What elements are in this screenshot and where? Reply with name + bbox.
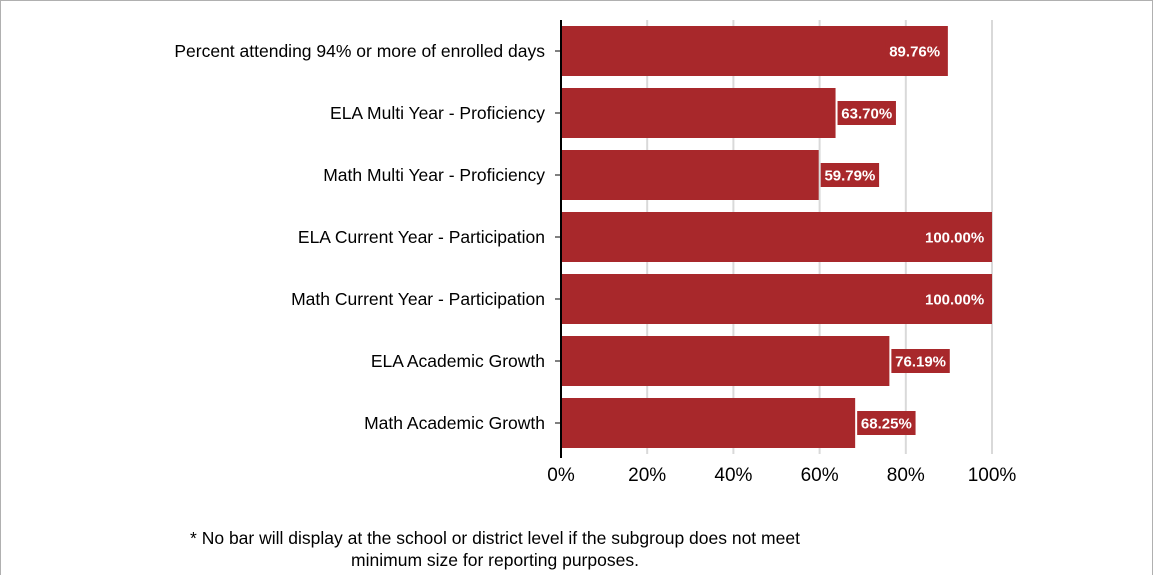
category-label-2: Math Multi Year - Proficiency (323, 165, 545, 185)
bar-4 (561, 274, 992, 324)
data-label-0: 89.76% (889, 44, 940, 61)
bar-0 (561, 26, 948, 76)
data-label-box-6 (857, 411, 916, 435)
bar-2 (561, 150, 819, 200)
data-label-3: 100.00% (925, 230, 984, 247)
x-tick-label-3: 60% (801, 465, 839, 486)
data-label-2: 59.79% (824, 168, 875, 185)
data-label-box-1 (837, 101, 896, 125)
x-tick-label-4: 80% (887, 465, 925, 486)
category-label-1: ELA Multi Year - Proficiency (330, 103, 545, 123)
footnote-line-1: * No bar will display at the school or d… (190, 528, 800, 548)
category-label-4: Math Current Year - Participation (291, 289, 545, 309)
category-label-0: Percent attending 94% or more of enrolle… (174, 41, 545, 61)
footnote-line-2: minimum size for reporting purposes. (351, 550, 639, 570)
category-label-6: Math Academic Growth (364, 413, 545, 433)
data-label-5: 76.19% (895, 354, 946, 371)
data-label-box-0 (885, 39, 944, 63)
category-label-3: ELA Current Year - Participation (298, 227, 545, 247)
bar-1 (561, 88, 836, 138)
data-label-box-3 (921, 225, 988, 249)
x-tick-label-5: 100% (968, 465, 1017, 486)
data-label-box-4 (921, 287, 988, 311)
data-label-4: 100.00% (925, 292, 984, 309)
data-label-1: 63.70% (841, 106, 892, 123)
x-tick-label-1: 20% (628, 465, 666, 486)
data-label-box-5 (891, 349, 950, 373)
x-tick-label-2: 40% (714, 465, 752, 486)
bar-3 (561, 212, 992, 262)
data-label-box-2 (820, 163, 880, 187)
footnote: * No bar will display at the school or d… (0, 527, 990, 571)
category-label-5: ELA Academic Growth (371, 351, 545, 371)
bar-5 (561, 336, 890, 386)
data-label-6: 68.25% (861, 416, 912, 433)
bar-6 (561, 398, 856, 448)
bar-chart: Percent attending 94% or more of enrolle… (174, 20, 1017, 486)
x-tick-label-0: 0% (547, 465, 575, 486)
